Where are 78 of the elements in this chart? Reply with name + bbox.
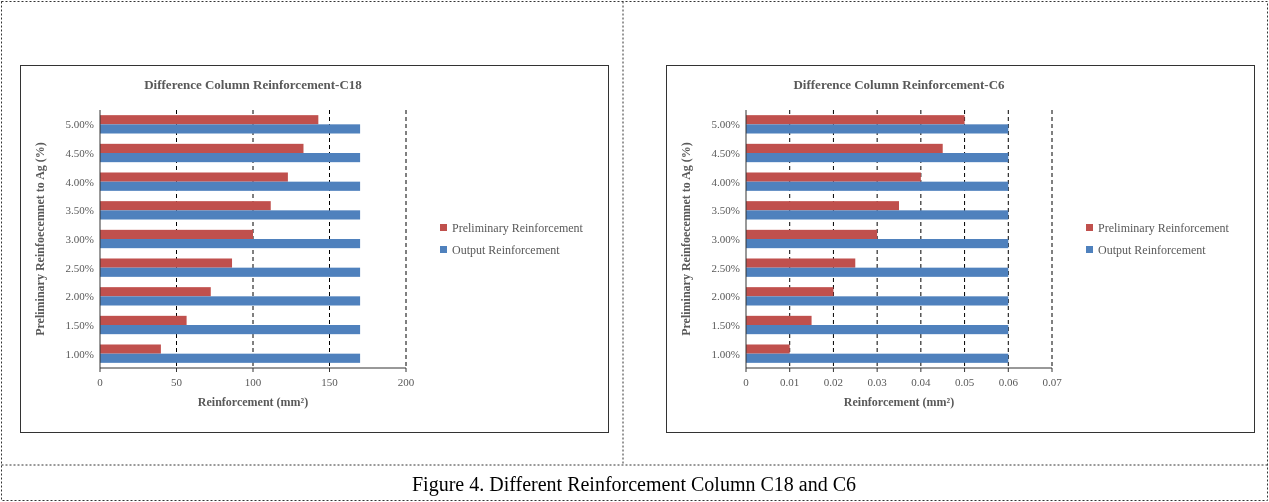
bar bbox=[100, 325, 361, 335]
legend-label: Output Reinforcement bbox=[452, 243, 561, 257]
bar bbox=[100, 124, 361, 134]
y-tick-label: 4.50% bbox=[711, 147, 740, 159]
bar bbox=[746, 181, 1009, 191]
y-tick-label: 4.50% bbox=[65, 147, 94, 159]
x-tick-label: 200 bbox=[397, 376, 415, 388]
x-tick-label: 0.05 bbox=[954, 376, 975, 388]
bar bbox=[100, 153, 361, 163]
bar bbox=[100, 239, 361, 249]
chart-title: Difference Column Reinforcement-C18 bbox=[144, 77, 363, 92]
bar bbox=[746, 153, 1009, 163]
bar bbox=[100, 172, 288, 182]
y-tick-label: 5.00% bbox=[65, 118, 94, 131]
bar bbox=[746, 325, 1009, 335]
x-tick-label: 150 bbox=[321, 376, 339, 388]
bar bbox=[746, 315, 812, 325]
bar bbox=[746, 172, 921, 182]
bar bbox=[746, 353, 1009, 363]
x-tick-label: 100 bbox=[244, 376, 262, 388]
y-tick-label: 3.50% bbox=[711, 204, 740, 217]
bar bbox=[100, 201, 271, 211]
x-tick-label: 0.04 bbox=[911, 376, 931, 388]
y-tick-label: 3.00% bbox=[711, 233, 740, 245]
bar bbox=[746, 239, 1009, 249]
y-tick-label: 5.00% bbox=[711, 118, 740, 131]
bar bbox=[746, 210, 1009, 220]
legend-label: Preliminary Reinforcement bbox=[452, 221, 584, 235]
bar bbox=[746, 143, 943, 153]
y-axis-title: Preliminary Reinfoecemnet to Ag (%) bbox=[679, 142, 693, 336]
bar bbox=[100, 296, 361, 306]
bar bbox=[746, 201, 899, 211]
y-tick-label: 3.50% bbox=[65, 204, 94, 217]
caption: Figure 4. Different Reinforcement Column C18 and C6 bbox=[412, 473, 856, 496]
bar bbox=[100, 229, 253, 239]
y-tick-label: 3.00% bbox=[65, 233, 94, 245]
y-tick-label: 2.00% bbox=[711, 290, 740, 303]
x-tick-label: 0.02 bbox=[823, 376, 844, 388]
y-tick-label: 2.00% bbox=[65, 290, 94, 303]
bar bbox=[100, 267, 361, 277]
y-tick-label: 4.00% bbox=[711, 175, 740, 188]
bar bbox=[100, 258, 233, 268]
bar bbox=[100, 353, 361, 363]
y-tick-label: 1.00% bbox=[65, 347, 94, 360]
x-tick-label: 0.06 bbox=[998, 376, 1019, 388]
x-tick-label: 50 bbox=[171, 376, 183, 388]
bar bbox=[746, 296, 1009, 306]
x-tick-label: 0.01 bbox=[780, 376, 800, 388]
y-tick-label: 2.50% bbox=[65, 261, 94, 274]
bar bbox=[746, 344, 790, 354]
bar bbox=[100, 181, 361, 191]
bar bbox=[746, 287, 834, 297]
bar bbox=[746, 124, 1009, 134]
y-tick-label: 1.00% bbox=[711, 347, 740, 360]
bar bbox=[100, 344, 161, 354]
x-axis-title: Reinforcement (mm²) bbox=[843, 395, 955, 409]
x-tick-label: 0.07 bbox=[1042, 376, 1063, 388]
bar bbox=[100, 115, 319, 125]
bar bbox=[746, 258, 856, 268]
chart-title: Difference Column Reinforcement-C6 bbox=[793, 77, 1006, 92]
y-tick-label: 1.50% bbox=[65, 319, 94, 331]
bar bbox=[746, 267, 1009, 277]
bar bbox=[100, 315, 187, 325]
bar bbox=[100, 143, 304, 153]
y-axis-title: Preliminary Reinfoecemnet to Ag (%) bbox=[33, 142, 47, 336]
x-tick-label: 0.03 bbox=[867, 376, 888, 388]
legend-label: Preliminary Reinforcement bbox=[1098, 221, 1230, 235]
y-tick-label: 1.50% bbox=[711, 319, 740, 331]
bar bbox=[746, 229, 878, 239]
y-tick-label: 2.50% bbox=[711, 261, 740, 274]
y-tick-label: 4.00% bbox=[65, 175, 94, 188]
x-axis-title: Reinforcement (mm²) bbox=[197, 395, 309, 409]
legend-label: Output Reinforcement bbox=[1098, 243, 1207, 257]
bar bbox=[100, 210, 361, 220]
bar bbox=[746, 115, 965, 125]
x-tick-label: 0 bbox=[743, 376, 750, 388]
bar bbox=[100, 287, 211, 297]
x-tick-label: 0 bbox=[97, 376, 104, 388]
